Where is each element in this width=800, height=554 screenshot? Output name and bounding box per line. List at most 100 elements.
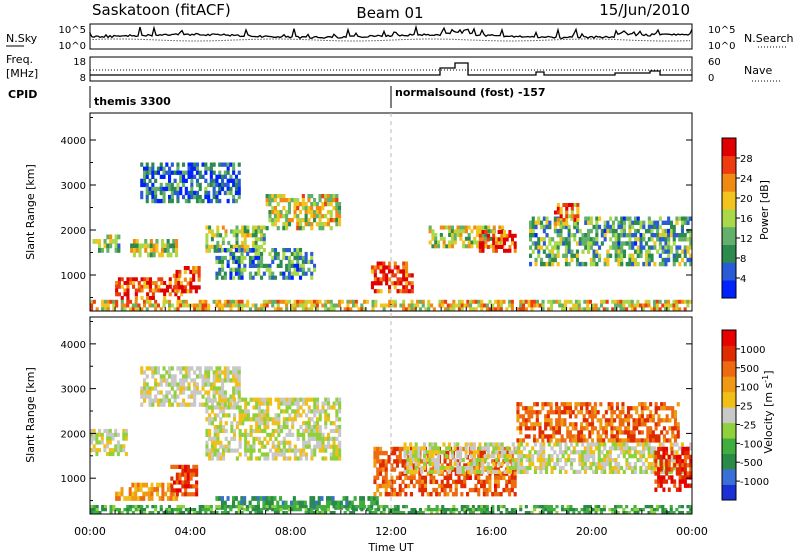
echo-cell bbox=[638, 430, 642, 435]
echo-cell bbox=[597, 508, 601, 512]
echo-cell bbox=[635, 438, 639, 443]
echo-cell bbox=[580, 426, 584, 431]
echo-cell bbox=[393, 511, 397, 515]
echo-cell bbox=[173, 394, 177, 399]
echo-cell bbox=[653, 261, 657, 267]
echo-cell bbox=[201, 174, 205, 179]
echo-cell bbox=[407, 303, 411, 308]
echo-cell bbox=[334, 500, 338, 506]
echo-cell bbox=[627, 434, 631, 439]
echo-cell bbox=[492, 233, 496, 238]
echo-cell bbox=[620, 261, 624, 267]
echo-cell bbox=[282, 452, 286, 457]
echo-cell bbox=[213, 417, 217, 422]
echo-cell bbox=[453, 229, 457, 234]
echo-cell bbox=[680, 233, 684, 238]
echo-cell bbox=[657, 406, 661, 411]
echo-cell bbox=[281, 500, 285, 506]
echo-cell bbox=[106, 234, 110, 240]
echo-cell bbox=[205, 432, 209, 437]
echo-cell bbox=[310, 448, 314, 453]
echo-cell bbox=[181, 289, 185, 294]
echo-cell bbox=[246, 440, 250, 445]
echo-cell bbox=[190, 166, 194, 171]
echo-cell bbox=[379, 463, 383, 468]
echo-cell bbox=[106, 299, 110, 304]
echo-cell bbox=[151, 292, 155, 297]
echo-cell bbox=[176, 505, 180, 509]
echo-cell bbox=[145, 382, 149, 387]
echo-cell bbox=[494, 299, 498, 304]
echo-cell bbox=[321, 202, 325, 207]
echo-cell bbox=[179, 303, 183, 308]
echo-cell bbox=[575, 469, 579, 474]
echo-cell bbox=[233, 405, 237, 410]
echo-cell bbox=[324, 444, 328, 449]
echo-cell bbox=[222, 428, 226, 434]
echo-cell bbox=[582, 418, 586, 423]
echo-cell bbox=[367, 496, 371, 501]
echo-cell bbox=[165, 390, 169, 395]
echo-cell bbox=[662, 475, 666, 480]
echo-cell bbox=[269, 436, 273, 441]
echo-cell bbox=[588, 307, 592, 312]
echo-cell bbox=[457, 299, 461, 304]
echo-cell bbox=[338, 448, 342, 453]
echo-cell bbox=[667, 467, 671, 472]
echo-cell bbox=[221, 394, 225, 399]
echo-cell bbox=[195, 488, 199, 493]
echo-cell bbox=[274, 448, 278, 453]
echo-cell bbox=[436, 454, 440, 459]
echo-cell bbox=[675, 450, 679, 455]
echo-cell bbox=[95, 511, 99, 515]
echo-cell bbox=[212, 511, 216, 515]
echo-cell bbox=[238, 421, 242, 426]
echo-cell bbox=[546, 434, 550, 439]
echo-cell bbox=[564, 450, 568, 455]
echo-cell bbox=[382, 505, 386, 509]
echo-cell bbox=[570, 257, 574, 263]
echo-cell bbox=[215, 390, 219, 395]
echo-cell bbox=[204, 390, 208, 395]
echo-cell bbox=[686, 228, 690, 234]
echo-cell bbox=[212, 178, 216, 183]
echo-cell bbox=[183, 269, 187, 275]
echo-cell bbox=[567, 454, 571, 459]
echo-cell bbox=[316, 405, 320, 410]
echo-cell bbox=[234, 378, 238, 383]
echo-cell bbox=[320, 496, 324, 501]
echo-cell bbox=[266, 397, 270, 402]
echo-cell bbox=[662, 418, 666, 423]
echo-cell bbox=[553, 253, 557, 258]
echo-cell bbox=[642, 237, 646, 242]
echo-cell bbox=[589, 454, 593, 459]
velocity-x-axis: 00:00 04:00 08:00 12:00 16:00 20:00 00:00 bbox=[74, 507, 708, 538]
echo-cell bbox=[229, 370, 233, 375]
echo-cell bbox=[657, 446, 661, 452]
echo-cell bbox=[227, 440, 231, 445]
echo-cell bbox=[385, 303, 389, 308]
echo-cell bbox=[209, 182, 213, 188]
echo-cell bbox=[589, 216, 593, 221]
echo-cell bbox=[689, 299, 693, 304]
echo-cell bbox=[411, 469, 415, 474]
echo-cell bbox=[633, 446, 637, 451]
echo-cell bbox=[131, 491, 135, 497]
echo-cell bbox=[201, 505, 205, 509]
echo-cell bbox=[405, 281, 409, 286]
echo-cell bbox=[609, 253, 613, 258]
echo-cell bbox=[291, 448, 295, 453]
echo-cell bbox=[615, 406, 619, 411]
echo-cell bbox=[630, 508, 634, 512]
echo-cell bbox=[116, 448, 120, 453]
echo-cell bbox=[216, 405, 220, 410]
echo-cell bbox=[168, 281, 172, 285]
echo-cell bbox=[539, 454, 543, 459]
echo-cell bbox=[95, 440, 99, 445]
echo-cell bbox=[158, 482, 162, 488]
echo-cell bbox=[130, 248, 134, 253]
echo-cell bbox=[647, 228, 651, 234]
echo-cell bbox=[527, 303, 531, 308]
echo-cell bbox=[615, 434, 619, 439]
echo-cell bbox=[610, 410, 614, 415]
